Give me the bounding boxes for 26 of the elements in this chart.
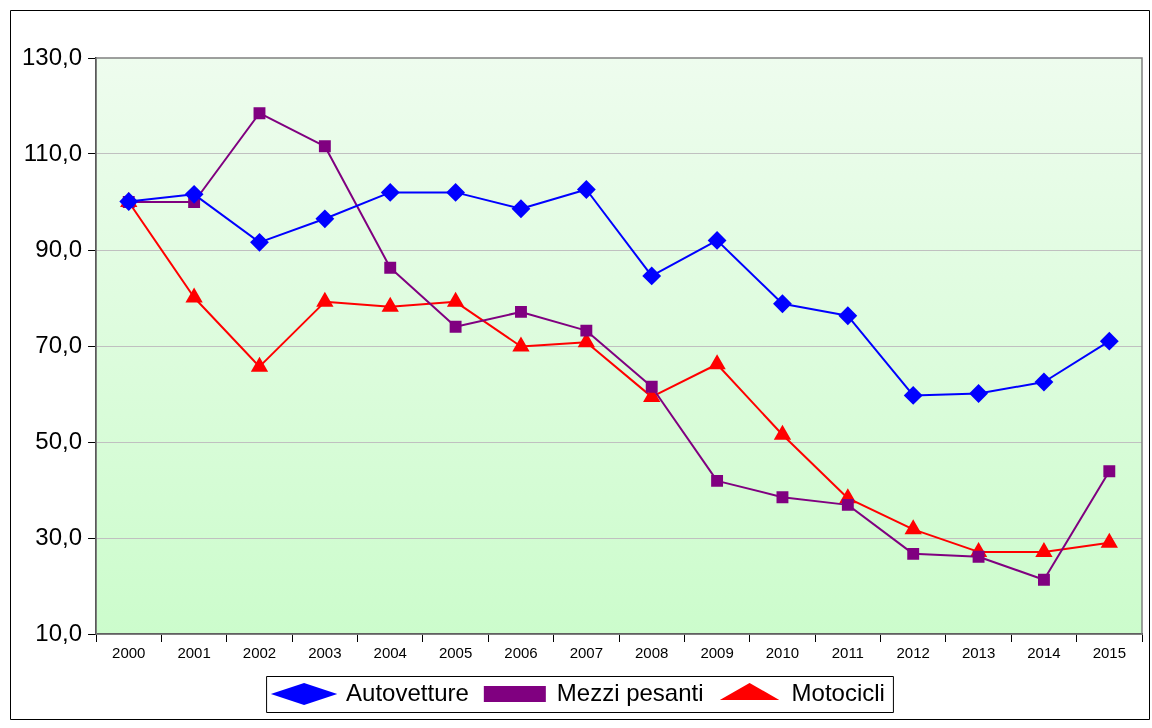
x-tick-label: 2009 xyxy=(700,644,734,662)
x-tick-label: 2007 xyxy=(569,644,604,662)
y-tick-label: 70,0 xyxy=(35,330,83,358)
x-tick-label: 2015 xyxy=(1092,644,1126,662)
x-tick-label: 2001 xyxy=(177,644,211,662)
y-tick-label: 10,0 xyxy=(35,618,83,646)
x-tick-label: 2013 xyxy=(961,644,996,662)
y-tick-label: 90,0 xyxy=(35,234,83,262)
y-tick-label: 130,0 xyxy=(22,42,83,70)
x-tick-label: 2008 xyxy=(635,644,669,662)
legend-label: Autovetture xyxy=(346,678,469,706)
x-tick-label: 2000 xyxy=(112,644,146,662)
legend-label: Mezzi pesanti xyxy=(556,678,704,706)
x-tick-label: 2002 xyxy=(242,644,277,662)
legend-label: Motocicli xyxy=(791,678,885,706)
x-tick-label: 2012 xyxy=(896,644,930,662)
x-tick-label: 2005 xyxy=(438,644,473,662)
y-tick-label: 110,0 xyxy=(23,138,83,166)
x-tick-label: 2006 xyxy=(504,644,538,662)
x-tick-label: 2003 xyxy=(308,644,342,662)
x-tick-label: 2014 xyxy=(1027,644,1061,662)
x-tick-label: 2011 xyxy=(831,644,864,662)
x-tick-label: 2010 xyxy=(765,644,800,662)
x-tick-label: 2004 xyxy=(373,644,407,662)
y-tick-label: 30,0 xyxy=(35,522,83,550)
y-tick-label: 50,0 xyxy=(35,426,83,454)
